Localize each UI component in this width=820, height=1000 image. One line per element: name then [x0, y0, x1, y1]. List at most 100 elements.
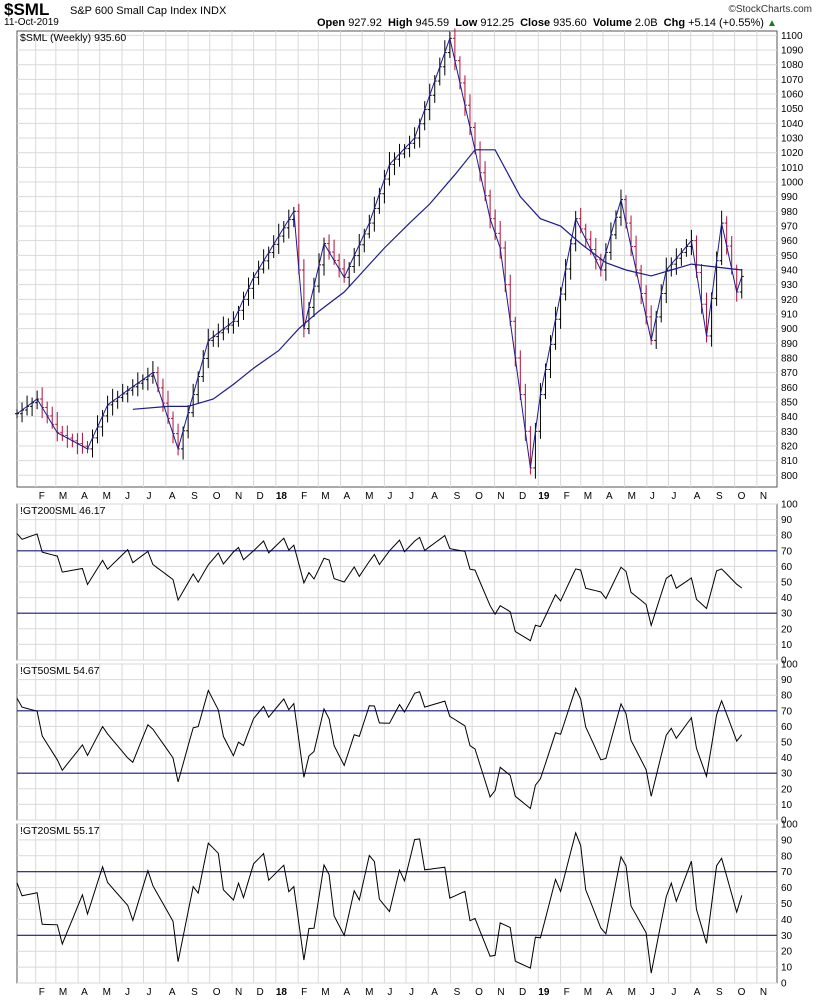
- y-tick-label: 50: [781, 899, 793, 910]
- y-tick-label: 1040: [781, 119, 804, 130]
- x-tick-label: F: [564, 491, 570, 502]
- x-tick-label: D: [257, 491, 264, 502]
- x-tick-label: A: [431, 491, 438, 502]
- x-tick-label: M: [365, 491, 373, 502]
- y-tick-label: 20: [781, 784, 793, 795]
- volume-value: 2.0B: [634, 17, 658, 29]
- x-tick-label: D: [519, 987, 526, 998]
- open-value: 927.92: [348, 17, 382, 29]
- x-tick-label: J: [387, 491, 392, 502]
- y-tick-label: 30: [781, 769, 793, 780]
- y-tick-label: 860: [781, 383, 798, 394]
- y-tick-label: 0: [781, 656, 787, 667]
- x-tick-label: 18: [276, 491, 288, 502]
- breadth-line: [16, 533, 743, 642]
- y-tick-label: 910: [781, 309, 798, 320]
- x-tick-label: A: [694, 491, 701, 502]
- x-tick-label: O: [213, 491, 221, 502]
- y-tick-label: 880: [781, 353, 798, 364]
- x-tick-label: A: [81, 987, 88, 998]
- x-tick-label: 19: [538, 987, 550, 998]
- price-line: [16, 36, 743, 468]
- x-tick-label: N: [760, 491, 767, 502]
- y-tick-label: 980: [781, 207, 798, 218]
- exchange-label: INDX: [200, 5, 227, 17]
- y-tick-label: 960: [781, 236, 798, 247]
- y-tick-label: 40: [781, 753, 793, 764]
- x-tick-label: J: [409, 987, 414, 998]
- x-tick-label: M: [321, 987, 329, 998]
- open-label: Open: [317, 17, 346, 29]
- y-tick-label: 10: [781, 963, 793, 974]
- low-value: 912.25: [480, 17, 514, 29]
- x-tick-label: S: [191, 491, 198, 502]
- y-tick-label: 1000: [781, 178, 804, 189]
- y-tick-label: 990: [781, 192, 798, 203]
- y-tick-label: 920: [781, 295, 798, 306]
- x-tick-label: M: [365, 987, 373, 998]
- index-name: S&P 600 Small Cap Index INDX: [70, 5, 226, 17]
- x-tick-label: M: [628, 491, 636, 502]
- y-tick-label: 60: [781, 562, 793, 573]
- y-tick-label: 900: [781, 324, 798, 335]
- x-tick-label: J: [650, 491, 655, 502]
- x-tick-label: J: [125, 491, 130, 502]
- panel-title: !GT200SML 46.17: [20, 505, 106, 517]
- x-tick-label: F: [564, 987, 570, 998]
- x-tick-label: F: [301, 491, 307, 502]
- y-tick-label: 20: [781, 624, 793, 635]
- y-tick-label: 10: [781, 640, 793, 651]
- y-tick-label: 970: [781, 222, 798, 233]
- x-tick-label: S: [716, 491, 723, 502]
- x-tick-label: F: [39, 491, 45, 502]
- x-tick-label: J: [125, 987, 130, 998]
- x-tick-label: O: [738, 987, 746, 998]
- high-label: High: [387, 17, 413, 29]
- x-tick-label: J: [147, 491, 152, 502]
- x-tick-label: M: [321, 491, 329, 502]
- credit-link[interactable]: ©StockCharts.com: [728, 4, 812, 15]
- x-tick-label: N: [235, 987, 242, 998]
- panel-frame-0: [16, 30, 778, 488]
- y-tick-label: 90: [781, 675, 793, 686]
- x-tick-label: J: [671, 491, 676, 502]
- x-tick-label: M: [59, 987, 67, 998]
- x-tick-label: J: [650, 987, 655, 998]
- y-tick-label: 1060: [781, 90, 804, 101]
- y-tick-label: 930: [781, 280, 798, 291]
- x-tick-label: A: [169, 491, 176, 502]
- y-tick-label: 1010: [781, 163, 804, 174]
- x-tick-label: J: [671, 987, 676, 998]
- y-tick-label: 70: [781, 706, 793, 717]
- y-tick-label: 80: [781, 531, 793, 542]
- x-tick-label: A: [169, 987, 176, 998]
- y-tick-label: 850: [781, 397, 798, 408]
- x-tick-label: J: [147, 987, 152, 998]
- quote-date: 11-Oct-2019: [4, 17, 59, 28]
- x-tick-label: M: [103, 987, 111, 998]
- moving-average-line: [132, 149, 742, 410]
- breadth-line: [16, 686, 743, 810]
- x-tick-label: D: [519, 491, 526, 502]
- y-tick-label: 1100: [781, 31, 803, 42]
- y-tick-label: 820: [781, 441, 798, 452]
- y-tick-label: 1090: [781, 46, 804, 57]
- x-tick-label: O: [738, 491, 746, 502]
- y-tick-label: 70: [781, 867, 793, 878]
- x-tick-label: N: [235, 491, 242, 502]
- y-tick-label: 30: [781, 609, 793, 620]
- breadth-line: [16, 831, 743, 974]
- x-tick-label: A: [344, 491, 351, 502]
- x-tick-label: S: [454, 491, 461, 502]
- index-name-text: S&P 600 Small Cap Index: [70, 5, 197, 17]
- x-tick-label: 19: [538, 491, 550, 502]
- y-tick-label: 950: [781, 251, 798, 262]
- panel-title: $SML (Weekly) 935.60: [20, 32, 126, 44]
- y-tick-label: 90: [781, 835, 793, 846]
- y-tick-label: 940: [781, 265, 798, 276]
- y-tick-label: 10: [781, 800, 793, 811]
- y-tick-label: 50: [781, 578, 793, 589]
- y-tick-label: 830: [781, 427, 798, 438]
- up-arrow-icon: ▲: [767, 18, 777, 29]
